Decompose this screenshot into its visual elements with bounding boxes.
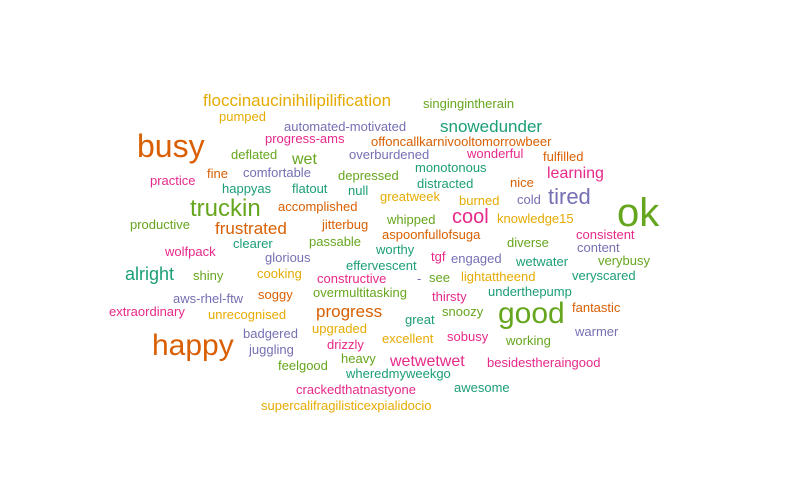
word-warmer: warmer [574, 324, 619, 339]
word-badgered: badgered [243, 326, 298, 341]
word-snowedunder: snowedunder [440, 117, 542, 136]
word-sobusy: sobusy [447, 329, 489, 344]
word-passable: passable [309, 234, 361, 249]
word-accomplished: accomplished [278, 199, 358, 214]
word-engaged: engaged [451, 251, 502, 266]
word-whipped: whipped [386, 212, 435, 227]
word-tgf: tgf [431, 249, 446, 264]
word-nice: nice [510, 175, 534, 190]
word-productive: productive [130, 217, 190, 232]
word-working: working [505, 333, 551, 348]
word-crackedthatnastyone: crackedthatnastyone [296, 382, 416, 397]
word-see: see [429, 270, 450, 285]
word-fantastic: fantastic [572, 300, 621, 315]
word-automated-motivated: automated-motivated [284, 119, 406, 134]
word-depressed: depressed [338, 168, 399, 183]
word-verybusy: verybusy [598, 253, 651, 268]
word-upgraded: upgraded [312, 321, 367, 336]
word-clearer: clearer [233, 236, 273, 251]
word-singingintherain: singingintherain [423, 96, 514, 111]
word-constructive: constructive [317, 271, 386, 286]
word-veryscared: veryscared [572, 268, 636, 283]
word-cool: cool [452, 206, 489, 228]
word-extraordinary: extraordinary [109, 304, 185, 319]
word-fine: fine [207, 166, 228, 181]
word-overburdened: overburdened [349, 147, 429, 162]
word-cold: cold [517, 192, 541, 207]
word-snoozy: snoozy [442, 304, 484, 319]
word-null: null [348, 183, 368, 198]
word-monotonous: monotonous [415, 160, 487, 175]
word-wetwetwet: wetwetwet [389, 353, 465, 370]
word-soggy: soggy [258, 287, 293, 302]
word-drizzly: drizzly [327, 337, 364, 352]
word-alright: alright [125, 264, 174, 284]
word-supercalifragilisticexpialidocio: supercalifragilisticexpialidocio [261, 398, 432, 413]
word-progress-ams: progress-ams [265, 131, 345, 146]
word-aws-rhel-ftw: aws-rhel-ftw [173, 291, 244, 306]
word-juggling: juggling [248, 342, 294, 357]
word-content: content [577, 240, 620, 255]
word-consistent: consistent [576, 227, 635, 242]
word-pumped: pumped [219, 109, 266, 124]
word-unrecognised: unrecognised [208, 307, 286, 322]
word-offoncallkarnivooltomorrowbeer: offoncallkarnivooltomorrowbeer [371, 134, 552, 149]
word-tired: tired [548, 184, 591, 209]
word-deflated: deflated [231, 147, 277, 162]
word-wheredmyweekgo: wheredmyweekgo [345, 366, 451, 381]
word-happy: happy [152, 329, 234, 362]
word-happyas: happyas [222, 181, 272, 196]
word-diverse: diverse [507, 235, 549, 250]
word-wolfpack: wolfpack [164, 244, 216, 259]
word-underthepump: underthepump [488, 284, 572, 299]
word-thirsty: thirsty [432, 289, 467, 304]
word-distracted: distracted [417, 176, 473, 191]
word-besidestheraingood: besidestheraingood [487, 355, 600, 370]
word-comfortable: comfortable [243, 165, 311, 180]
word-greatweek: greatweek [380, 189, 440, 204]
word-knowledge15: knowledge15 [497, 211, 574, 226]
word-practice: practice [150, 173, 196, 188]
word-lightattheend: lightattheend [461, 269, 535, 284]
word-aspoonfullofsuga: aspoonfullofsuga [382, 227, 481, 242]
word-fulfilled: fulfilled [543, 149, 583, 164]
word-great: great [405, 312, 435, 327]
word-effervescent: effervescent [346, 258, 417, 273]
word-ok: ok [617, 191, 660, 235]
word-wonderful: wonderful [466, 146, 523, 161]
word-floccinaucinihilipilification: floccinaucinihilipilification [203, 91, 391, 110]
word-burned: burned [459, 193, 499, 208]
word-worthy: worthy [375, 242, 415, 257]
word-feelgood: feelgood [278, 358, 328, 373]
word-heavy: heavy [341, 351, 376, 366]
word-busy: busy [137, 128, 205, 164]
word-dash: - [417, 271, 421, 286]
word-flatout: flatout [292, 181, 328, 196]
word-frustrated: frustrated [215, 219, 287, 238]
word-overmultitasking: overmultitasking [313, 285, 407, 300]
word-glorious: glorious [265, 250, 311, 265]
word-shiny: shiny [193, 268, 224, 283]
word-good: good [498, 297, 565, 330]
word-jitterbug: jitterbug [321, 217, 368, 232]
word-cooking: cooking [257, 266, 302, 281]
word-progress: progress [316, 302, 382, 321]
word-awesome: awesome [454, 380, 510, 395]
word-learning: learning [547, 165, 604, 182]
word-wetwater: wetwater [515, 254, 569, 269]
word-truckin: truckin [190, 195, 261, 222]
word-wet: wet [291, 151, 317, 168]
word-excellent: excellent [382, 331, 434, 346]
